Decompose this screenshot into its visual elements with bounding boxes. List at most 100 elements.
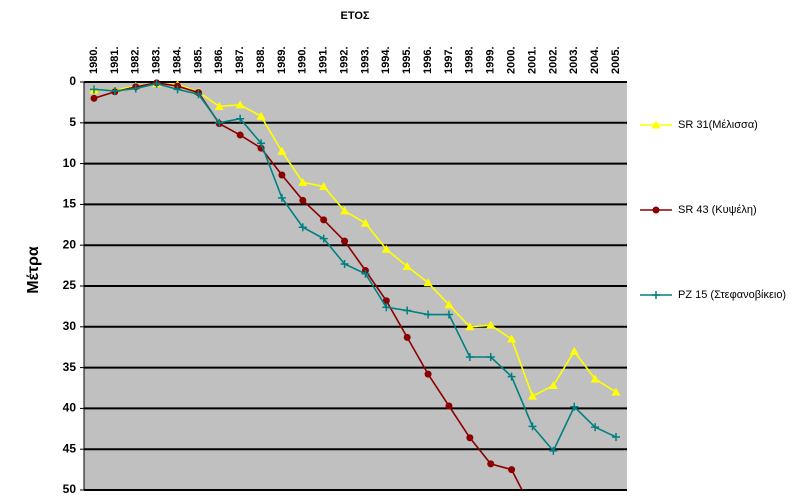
marker xyxy=(236,131,244,139)
marker xyxy=(360,218,370,227)
marker xyxy=(131,84,140,93)
legend-label: SR 31(Μέλισσα) xyxy=(678,119,758,131)
marker xyxy=(90,85,98,94)
marker xyxy=(548,381,558,390)
marker xyxy=(403,306,412,315)
legend-label: PZ 15 (Στεφανοβίκειο) xyxy=(678,289,786,301)
marker xyxy=(486,352,495,361)
x-tick-label: 1982. xyxy=(130,46,142,74)
marker xyxy=(487,460,495,468)
marker xyxy=(444,300,454,309)
x-tick-label: 1988. xyxy=(255,46,267,74)
marker xyxy=(465,352,474,361)
x-tick-label: 1994. xyxy=(380,46,392,74)
y-tick-label: 15 xyxy=(63,197,77,211)
marker xyxy=(320,216,328,224)
marker xyxy=(508,466,516,474)
marker xyxy=(152,79,161,88)
x-tick-label: 1983. xyxy=(151,46,163,74)
marker xyxy=(444,310,453,319)
marker xyxy=(424,310,433,319)
marker xyxy=(611,387,621,396)
x-tick-label: 1990. xyxy=(297,46,309,74)
x-tick-label: 2001. xyxy=(526,46,538,74)
y-tick-label: 45 xyxy=(63,441,77,455)
y-tick-label: 5 xyxy=(69,115,76,129)
y-axis-title: Μέτρα xyxy=(25,246,42,294)
y-tick-label: 20 xyxy=(63,237,77,251)
marker xyxy=(570,402,579,411)
x-tick-label: 1986. xyxy=(213,46,225,74)
x-tick-label: 2002. xyxy=(547,46,559,74)
marker xyxy=(299,196,307,204)
marker xyxy=(652,206,660,214)
x-tick-label: 2003. xyxy=(568,46,580,74)
x-tick-label: 1998. xyxy=(464,46,476,74)
marker xyxy=(194,90,203,99)
x-tick-label: 1980. xyxy=(88,46,100,74)
marker xyxy=(423,278,433,287)
marker xyxy=(341,237,349,245)
marker xyxy=(235,100,245,109)
marker xyxy=(445,402,453,410)
series-line xyxy=(93,82,617,453)
marker xyxy=(424,370,432,378)
x-axis-title: ΕΤΟΣ xyxy=(340,10,369,22)
marker xyxy=(381,244,391,253)
marker xyxy=(612,432,620,441)
marker xyxy=(652,291,660,299)
x-tick-label: 1991. xyxy=(318,46,330,74)
x-tick-label: 1999. xyxy=(485,46,497,74)
x-tick-label: 1987. xyxy=(234,46,246,74)
marker xyxy=(278,171,286,179)
marker xyxy=(319,181,329,190)
x-tick-label: 1981. xyxy=(109,46,121,74)
x-tick-label: 1997. xyxy=(443,46,455,74)
marker xyxy=(277,146,287,155)
x-tick-label: 2005. xyxy=(610,46,622,74)
x-tick-label: 1992. xyxy=(338,46,350,74)
y-tick-label: 30 xyxy=(63,319,77,333)
marker xyxy=(257,139,266,148)
x-tick-label: 1984. xyxy=(171,46,183,74)
marker xyxy=(569,346,579,355)
marker xyxy=(340,259,349,268)
marker xyxy=(90,94,98,102)
marker xyxy=(215,118,224,127)
marker xyxy=(173,85,182,94)
x-tick-label: 1989. xyxy=(276,46,288,74)
marker xyxy=(507,372,516,381)
marker xyxy=(528,422,537,431)
marker xyxy=(256,111,266,120)
x-tick-label: 1993. xyxy=(359,46,371,74)
y-tick-label: 40 xyxy=(63,401,77,415)
y-tick-label: 10 xyxy=(63,156,77,170)
marker xyxy=(236,114,245,123)
plot-lines xyxy=(89,79,621,490)
marker xyxy=(382,297,390,305)
marker xyxy=(214,101,224,110)
y-tick-label: 0 xyxy=(69,74,76,88)
marker xyxy=(651,120,661,129)
x-tick-label: 1985. xyxy=(192,46,204,74)
marker xyxy=(382,303,391,312)
y-tick-label: 50 xyxy=(63,482,77,496)
marker xyxy=(591,423,600,432)
legend-label: SR 43 (Κυψέλη) xyxy=(678,204,757,216)
marker xyxy=(486,320,496,329)
x-tick-label: 2000. xyxy=(506,46,518,74)
marker xyxy=(298,177,308,186)
series-line xyxy=(94,82,617,398)
marker xyxy=(361,269,370,278)
marker xyxy=(527,391,537,400)
series-line xyxy=(93,82,523,490)
marker xyxy=(110,86,119,95)
y-tick-label: 25 xyxy=(63,278,77,292)
x-tick-label: 2004. xyxy=(589,46,601,74)
marker xyxy=(277,193,286,202)
marker xyxy=(402,261,412,270)
y-tick-label: 35 xyxy=(63,360,77,374)
marker xyxy=(590,374,600,383)
marker xyxy=(466,434,474,442)
